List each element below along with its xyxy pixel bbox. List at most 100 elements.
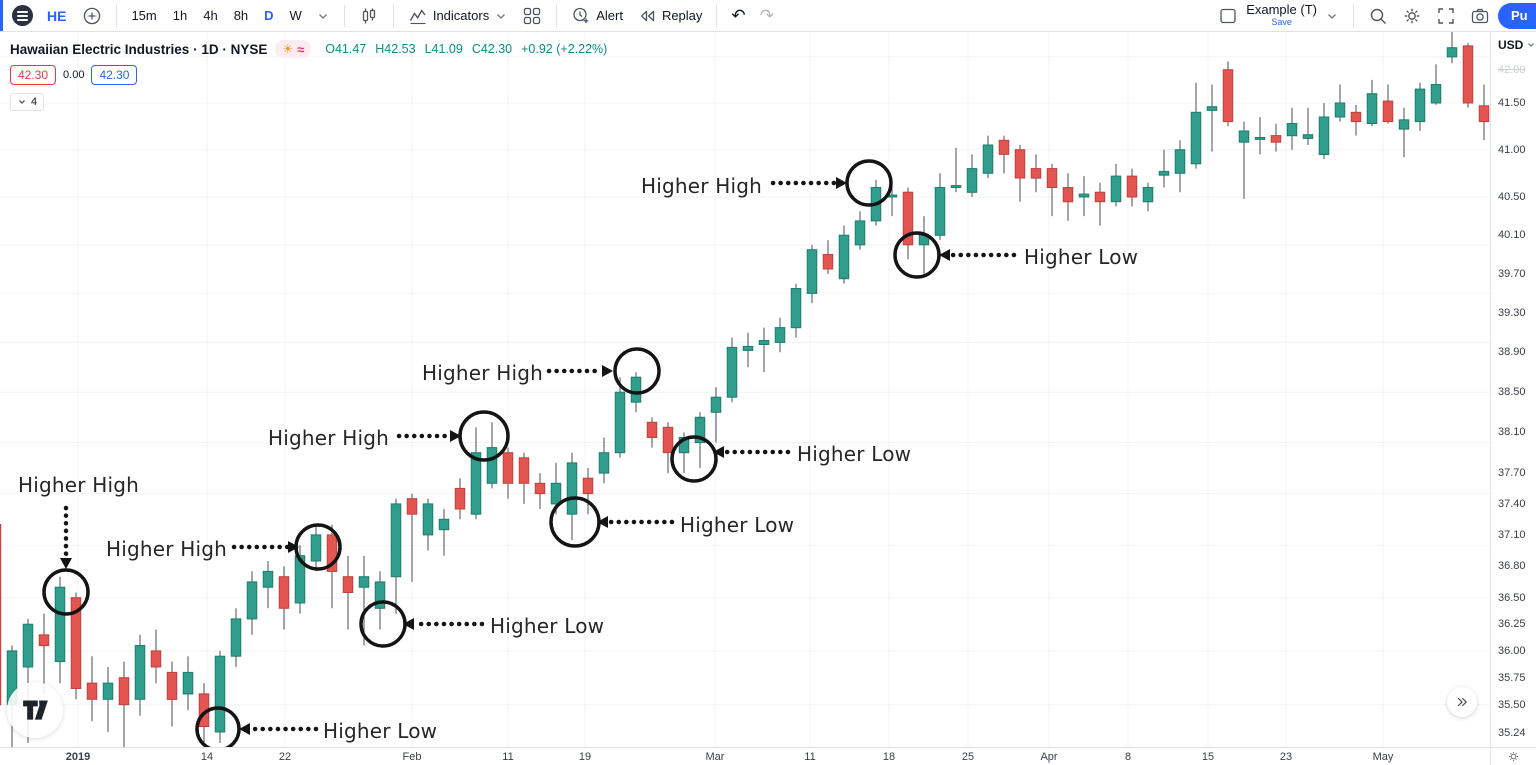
price-axis[interactable]: USD 42.00 41.50 41.00 40.50 40.10 39.70 39.30… — [1490, 32, 1536, 747]
compare-add-symbol-button[interactable] — [76, 2, 108, 30]
annotation-label[interactable]: Higher High — [422, 361, 544, 385]
candle-body-up — [550, 482, 562, 505]
indicators-button[interactable]: Indicators — [402, 2, 514, 30]
annotation-circle[interactable] — [893, 231, 941, 279]
candle — [390, 498, 402, 614]
annotation-circle[interactable] — [294, 523, 342, 571]
undo-button[interactable]: ↶ — [725, 2, 751, 30]
layout-chevron[interactable] — [1319, 2, 1345, 30]
candle-body-up — [1206, 106, 1218, 111]
annotation-label[interactable]: Higher High — [641, 174, 763, 198]
symbol-button[interactable]: HE — [47, 7, 67, 24]
candle-body-down — [454, 487, 466, 510]
annotation-label[interactable]: Higher High — [268, 426, 390, 450]
candle-body-up — [54, 586, 66, 663]
price-axis-label: 36.80 — [1498, 560, 1526, 572]
timeframe-15m[interactable]: 15m — [131, 8, 157, 23]
chevron-down-icon — [497, 13, 506, 19]
settings-button[interactable] — [1396, 2, 1428, 30]
timeframe-chevron[interactable] — [310, 2, 336, 30]
annotation-circle[interactable] — [42, 568, 90, 616]
company-logo-icon — [12, 5, 33, 26]
market-status-badge[interactable]: ☀ ≈ — [275, 40, 312, 58]
save-button[interactable]: Save — [1271, 16, 1292, 27]
object-tree-toggle[interactable]: 4 — [10, 93, 45, 111]
candle — [326, 524, 338, 609]
currency-selector[interactable]: USD — [1498, 38, 1536, 52]
templates-grid-button[interactable] — [516, 2, 548, 30]
candle-body-down — [278, 576, 290, 609]
axis-settings-button[interactable] — [1490, 747, 1536, 765]
price-tag-red[interactable]: 42.30 — [10, 65, 57, 85]
time-axis[interactable]: 2019 14 22 Feb 11 19 Mar 11 18 25 Apr 8 15 23 May — [0, 747, 1490, 765]
candle — [1046, 163, 1058, 217]
timeframe-d[interactable]: D — [264, 8, 274, 23]
candle — [1414, 82, 1426, 131]
price-axis-label: 41.50 — [1498, 97, 1526, 109]
annotation-label[interactable]: Higher High — [18, 473, 140, 497]
layout-name[interactable]: Example (T) Save — [1246, 3, 1317, 28]
timeframe-w[interactable]: W — [289, 8, 302, 23]
toolbar-separator — [392, 4, 394, 27]
chart-style-button[interactable] — [353, 2, 385, 30]
price-tag-blue[interactable]: 42.30 — [91, 65, 138, 85]
candle-body-up — [1142, 187, 1154, 203]
screenshot-button[interactable] — [1464, 2, 1496, 30]
expand-panel-button[interactable] — [1447, 687, 1477, 717]
symbol-info-overlay: Hawaiian Electric Industries · 1D · NYSE… — [10, 40, 607, 112]
window-accent-bar — [0, 0, 3, 31]
candle — [1286, 107, 1298, 150]
time-axis-label: Apr — [1040, 751, 1058, 763]
candle-body-down — [1350, 111, 1362, 123]
annotation-label[interactable]: Higher Low — [797, 442, 912, 466]
candle-body-up — [1430, 84, 1442, 104]
replay-button[interactable]: Replay — [631, 2, 708, 30]
annotation-label[interactable]: Higher Low — [680, 513, 795, 537]
alert-button[interactable]: Alert — [565, 2, 629, 30]
symbol-title[interactable]: Hawaiian Electric Industries · 1D · NYSE — [10, 41, 268, 57]
candle-body-down — [646, 421, 658, 438]
timeframe-1h[interactable]: 1h — [172, 8, 188, 23]
annotation-label[interactable]: Higher Low — [490, 614, 605, 638]
symbol-logo[interactable] — [6, 2, 39, 30]
timeframe-4h[interactable]: 4h — [203, 8, 218, 23]
candle — [870, 179, 882, 226]
candle — [1302, 107, 1314, 145]
candle — [502, 447, 514, 499]
annotation-circle[interactable] — [195, 706, 241, 752]
search-button[interactable] — [1362, 2, 1394, 30]
annotation-label[interactable]: Higher Low — [323, 719, 438, 743]
publish-button[interactable]: Pu — [1498, 2, 1536, 29]
candle-body-up — [1238, 130, 1250, 143]
candle — [486, 422, 498, 489]
time-axis-label: 8 — [1124, 751, 1132, 763]
candle — [518, 452, 530, 504]
annotation-circle[interactable] — [613, 347, 661, 395]
candle-body-down — [1126, 175, 1138, 198]
annotation-label[interactable]: Higher High — [106, 537, 228, 561]
candle — [1158, 149, 1170, 188]
toolbar-separator — [116, 4, 118, 27]
candle-body-up — [1398, 119, 1410, 130]
annotation-circle[interactable] — [670, 435, 718, 483]
candle-body-up — [1078, 193, 1090, 198]
redo-button[interactable]: ↷ — [754, 2, 780, 30]
candle — [1254, 117, 1266, 155]
fullscreen-button[interactable] — [1430, 2, 1462, 30]
annotation-circle[interactable] — [845, 159, 893, 207]
annotation-circle[interactable] — [458, 410, 510, 462]
tradingview-watermark — [7, 682, 63, 738]
candle — [1478, 84, 1490, 141]
annotation-circle[interactable] — [359, 600, 407, 648]
candle — [374, 571, 386, 630]
candle-body-up — [1302, 134, 1314, 139]
candle — [0, 524, 2, 706]
candle-body-down — [534, 482, 546, 495]
timeframe-8h[interactable]: 8h — [233, 8, 249, 23]
annotation-circle[interactable] — [549, 496, 601, 548]
candle — [1126, 168, 1138, 207]
layout-select-button[interactable] — [1212, 2, 1244, 30]
annotation-label[interactable]: Higher Low — [1024, 245, 1139, 269]
